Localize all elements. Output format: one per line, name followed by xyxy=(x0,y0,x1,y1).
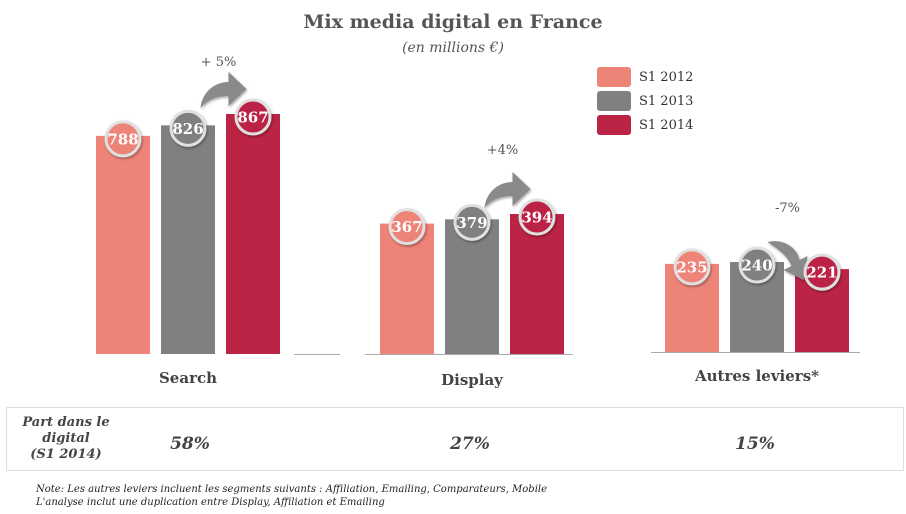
bar-display-s1-2013 xyxy=(445,219,499,354)
value-circle-search-s1-2012 xyxy=(104,120,142,158)
data-label-autres-leviers-s1-2012: 235 xyxy=(676,258,707,276)
growth-label-search: + 5% xyxy=(201,55,237,70)
data-label-autres-leviers-s1-2014: 221 xyxy=(806,264,837,282)
data-label-display-s1-2013: 379 xyxy=(456,214,487,232)
bar-search-s1-2012 xyxy=(96,135,150,354)
bar-chart: 788 826 867 + 5% Search 367 379 394 +4% Display 23… xyxy=(96,55,860,389)
legend-label-s1-2014: S1 2014 xyxy=(639,117,694,133)
legend-swatch-s1-2012 xyxy=(597,67,631,87)
category-label-display: Display xyxy=(441,371,504,389)
bar-search-s1-2014 xyxy=(226,114,280,354)
digital-share-label: Part dans le digital (S1 2014) xyxy=(13,415,119,463)
data-label-search-s1-2013: 826 xyxy=(172,120,203,138)
footnote-2: L'analyse inclut une duplication entre D… xyxy=(36,497,385,508)
value-circle-search-s1-2013 xyxy=(169,109,207,147)
bar-display-s1-2012 xyxy=(380,223,434,354)
growth-arrow-display xyxy=(484,172,531,208)
value-circle-search-s1-2014 xyxy=(234,98,272,136)
data-label-autres-leviers-s1-2013: 240 xyxy=(741,257,772,275)
value-circle-autres-leviers-s1-2013 xyxy=(738,246,776,284)
data-label-search-s1-2012: 788 xyxy=(107,130,138,148)
legend-swatch-s1-2013 xyxy=(597,91,631,111)
growth-arrow-search xyxy=(200,72,247,108)
share-value-autres: 15% xyxy=(735,434,775,454)
bar-search-s1-2013 xyxy=(161,125,215,354)
data-label-display-s1-2014: 394 xyxy=(521,209,552,227)
share-value-display: 27% xyxy=(450,434,490,454)
legend-swatch-s1-2014 xyxy=(597,115,631,135)
value-circle-display-s1-2013 xyxy=(453,203,491,241)
chart-title: Mix media digital en France xyxy=(303,11,603,33)
growth-label-display: +4% xyxy=(487,143,519,158)
legend-item-s1-2014: S1 2014 xyxy=(597,115,693,135)
growth-arrow-autres-leviers xyxy=(767,241,808,280)
legend-item-s1-2012: S1 2012 xyxy=(597,67,693,87)
data-label-search-s1-2014: 867 xyxy=(237,109,268,127)
category-label-search: Search xyxy=(159,369,217,387)
legend-label-s1-2012: S1 2012 xyxy=(639,69,694,85)
data-label-display-s1-2012: 367 xyxy=(391,218,422,236)
growth-label-autres-leviers: -7% xyxy=(775,201,800,216)
value-circle-autres-leviers-s1-2014 xyxy=(803,253,841,291)
legend-label-s1-2013: S1 2013 xyxy=(639,93,694,109)
share-label-line: digital xyxy=(42,431,90,446)
value-circle-autres-leviers-s1-2012 xyxy=(673,248,711,286)
category-label-autres-leviers: Autres leviers* xyxy=(694,367,819,385)
chart-subtitle: (en millions €) xyxy=(402,40,504,56)
share-label-line: (S1 2014) xyxy=(30,447,102,462)
digital-share-box: Part dans le digital (S1 2014) 58% 27% 1… xyxy=(6,407,904,471)
share-label-line: Part dans le xyxy=(22,415,110,430)
footnote-1: Note: Les autres leviers incluent les se… xyxy=(36,484,548,495)
value-circle-display-s1-2012 xyxy=(388,208,426,246)
value-circle-display-s1-2014 xyxy=(518,198,556,236)
share-value-search: 58% xyxy=(170,434,210,454)
legend-item-s1-2013: S1 2013 xyxy=(597,91,693,111)
bar-display-s1-2014 xyxy=(510,214,564,354)
